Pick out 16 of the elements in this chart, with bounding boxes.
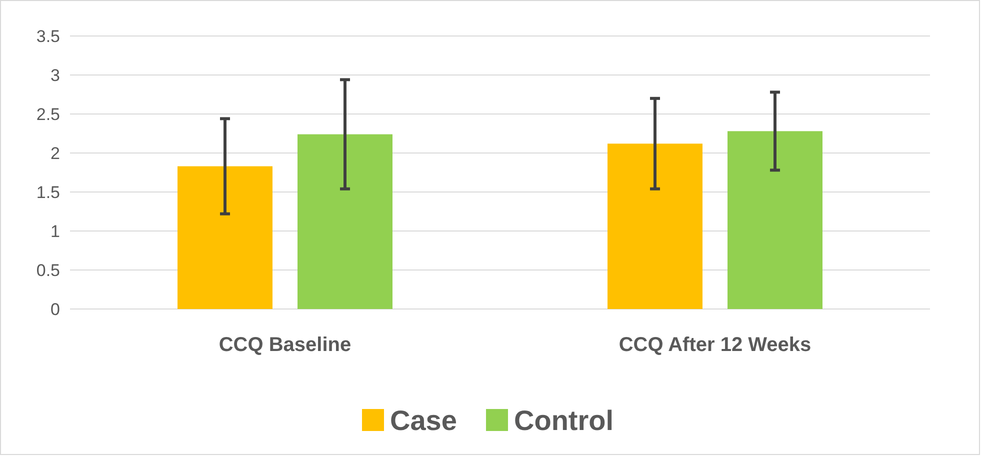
y-tick-label: 2.5 [36, 104, 60, 124]
bar [178, 166, 272, 309]
bar [298, 134, 392, 309]
y-tick-label: 0 [50, 300, 60, 319]
y-tick-label: 0.5 [36, 260, 60, 280]
bar [608, 144, 702, 309]
y-tick-label: 3.5 [36, 26, 60, 46]
y-tick-label: 1.5 [36, 182, 60, 202]
legend-label: Case [390, 404, 457, 436]
bar [728, 131, 822, 309]
x-tick-label: CCQ After 12 Weeks [618, 334, 812, 356]
x-tick-label: CCQ Baseline [218, 334, 352, 356]
y-tick-label: 1 [50, 222, 60, 241]
y-tick-label: 2 [50, 144, 60, 163]
legend-label: Control [514, 404, 614, 436]
y-tick-label: 3 [50, 66, 60, 85]
